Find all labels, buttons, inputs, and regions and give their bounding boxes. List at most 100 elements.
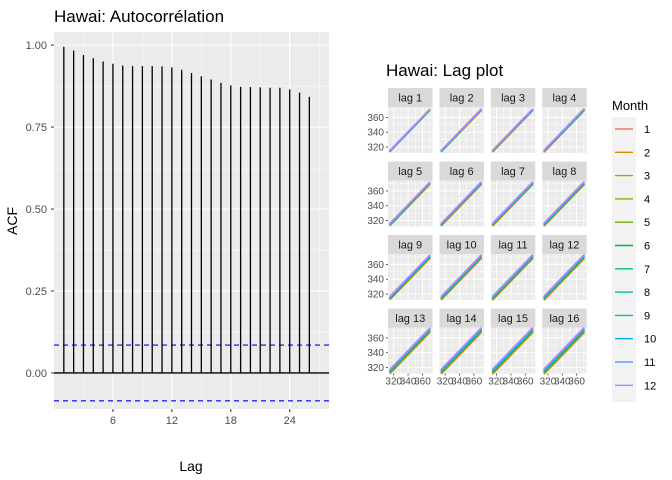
lag-trace	[543, 254, 585, 297]
facet-y-tick: 340	[367, 201, 384, 212]
acf-x-tick: 6	[110, 415, 116, 427]
facet-strip	[439, 308, 484, 328]
facet-strip-label: lag 9	[398, 240, 422, 252]
legend-label: 11	[644, 357, 655, 369]
lag-facet: lag 3	[490, 88, 536, 153]
facet-strip	[490, 161, 536, 181]
facet-strip	[542, 235, 587, 254]
legend-label: 10	[644, 334, 656, 346]
facet-strip-label: lag 11	[498, 240, 527, 252]
legend-label: 12	[644, 380, 656, 392]
facet-x-tick: 340	[400, 377, 417, 388]
legend-label: 3	[644, 171, 650, 183]
facet-y-tick: 340	[367, 128, 384, 139]
lag-trace	[389, 254, 431, 297]
facet-y-tick: 340	[367, 348, 384, 359]
facet-strip-label: lag 15	[498, 313, 528, 325]
lag-facet: lag 6	[439, 161, 484, 227]
facet-strip	[542, 161, 587, 181]
acf-x-tick: 12	[166, 415, 178, 427]
legend-label: 5	[644, 217, 650, 229]
facet-strip	[490, 235, 536, 254]
lag-facet: lag 7	[490, 161, 536, 227]
facet-x-tick: 340	[503, 377, 520, 388]
facet-strip-label: lag 14	[447, 313, 477, 325]
facet-x-tick: 360	[517, 377, 534, 388]
lag-facet: lag 1	[388, 88, 433, 153]
lag-facets: lag 1 lag 2 lag 3 lag 4 lag 5 lag 6 lag 7 lag 8…	[388, 88, 587, 375]
acf-spikes	[54, 46, 329, 374]
lag-facet: lag 9	[388, 235, 433, 301]
facet-strip-label: lag 12	[549, 240, 579, 252]
facet-strip	[388, 161, 433, 181]
facet-x-tick: 320	[385, 377, 402, 388]
facet-y-tick: 360	[367, 113, 384, 124]
facet-strip	[388, 88, 433, 107]
facet-x-tick: 320	[540, 377, 557, 388]
lag-facet: lag 13	[388, 308, 433, 375]
facet-y-tick: 320	[367, 216, 384, 227]
facet-y-tick: 340	[367, 275, 384, 286]
legend-label: 6	[644, 241, 650, 253]
acf-x-tick: 24	[284, 415, 296, 427]
lag-facet: lag 4	[542, 88, 587, 153]
facet-strip-label: lag 16	[549, 313, 579, 325]
facet-strip-label: lag 5	[398, 166, 422, 178]
lag-plot-title: Hawai: Lag plot	[386, 61, 503, 80]
acf-y-tick: 0.25	[26, 286, 47, 298]
lag-trace	[389, 108, 431, 152]
legend-title: Month	[612, 98, 648, 113]
lag-trace	[492, 327, 534, 370]
lag-trace	[543, 108, 585, 151]
facet-strip	[490, 88, 536, 107]
lag-facet: lag 5	[388, 161, 433, 227]
lag-trace	[389, 181, 431, 224]
acf-y-axis-label: ACF	[4, 207, 20, 235]
lag-trace	[440, 181, 482, 224]
acf-y-tick: 0.75	[26, 122, 47, 134]
lag-trace	[440, 254, 482, 297]
lag-facet: lag 16	[542, 308, 587, 375]
lag-facet: lag 8	[542, 161, 587, 227]
lag-facet: lag 15	[490, 308, 536, 375]
facet-strip-label: lag 10	[447, 240, 477, 252]
facet-y-tick: 360	[367, 260, 384, 271]
lag-facet: lag 2	[439, 88, 484, 153]
acf-x-tick: 18	[225, 415, 237, 427]
facet-strip-label: lag 2	[450, 93, 474, 105]
legend-label: 8	[644, 287, 650, 299]
lag-trace	[543, 181, 585, 224]
facet-x-tick: 340	[554, 377, 571, 388]
facet-strip-label: lag 13	[395, 313, 425, 325]
facet-strip	[439, 161, 484, 181]
facet-y-tick: 320	[367, 290, 384, 301]
facet-strip-label: lag 1	[398, 93, 422, 105]
facet-strip	[388, 308, 433, 328]
facet-strip-label: lag 7	[501, 166, 525, 178]
lag-facet: lag 10	[439, 235, 484, 301]
lag-facet: lag 14	[439, 308, 484, 375]
facet-strip	[542, 308, 587, 328]
facet-strip	[490, 308, 536, 328]
legend-label: 2	[644, 147, 650, 159]
facet-x-tick: 360	[414, 377, 431, 388]
lag-trace	[389, 327, 431, 370]
facet-y-tick: 360	[367, 186, 384, 197]
acf-y-tick: 0.00	[26, 368, 47, 380]
facet-x-tick: 360	[568, 377, 585, 388]
legend-label: 4	[644, 194, 650, 206]
lag-trace	[440, 327, 482, 370]
legend-label: 7	[644, 264, 650, 276]
lag-axes: 3203403603203403603203403603203403603203…	[367, 113, 585, 388]
facet-strip	[542, 88, 587, 107]
acf-y-tick: 0.50	[26, 204, 47, 216]
facet-strip-label: lag 3	[501, 93, 525, 105]
legend-label: 9	[644, 310, 650, 322]
facet-strip	[388, 235, 433, 254]
facet-y-tick: 360	[367, 333, 384, 344]
facet-strip-label: lag 6	[450, 166, 474, 178]
facet-x-tick: 340	[451, 377, 468, 388]
facet-strip	[439, 235, 484, 254]
lag-trace	[492, 181, 534, 224]
